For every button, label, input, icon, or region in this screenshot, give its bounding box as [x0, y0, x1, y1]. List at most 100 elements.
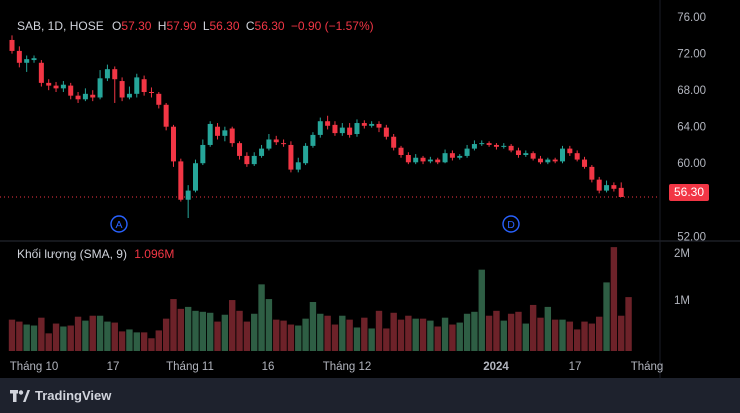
volume-bar: [45, 333, 52, 351]
volume-bar: [581, 321, 588, 351]
candle-body: [222, 130, 228, 136]
volume-bar: [162, 318, 170, 351]
volume-bar: [596, 316, 603, 351]
high-value: 57.90: [166, 19, 197, 33]
candle-body: [486, 143, 492, 145]
volume-bar: [265, 299, 273, 351]
volume-bar: [74, 316, 82, 351]
tradingview-brand[interactable]: TradingView: [10, 388, 111, 403]
volume-bar: [485, 315, 493, 351]
candle-body: [383, 127, 389, 137]
current-price-tag: 56.30: [669, 184, 709, 201]
candle-body: [413, 157, 419, 163]
volume-bar: [383, 328, 390, 351]
time-tick-label: Tháng 10: [10, 361, 59, 373]
candle-body: [523, 153, 529, 156]
candle-body: [596, 179, 602, 191]
event-marker-label: D: [507, 219, 515, 231]
volume-bar: [522, 323, 529, 351]
volume-bar: [353, 327, 361, 351]
volume-bar: [500, 320, 507, 351]
candle-body: [156, 93, 162, 105]
time-tick-label: 2024: [483, 361, 509, 373]
candle-body: [582, 159, 588, 167]
volume-bar: [559, 319, 566, 351]
high-label: H: [157, 19, 167, 33]
candle-body: [244, 155, 250, 165]
candle-body: [618, 187, 624, 197]
chart-panel[interactable]: 76.00 72.00 68.00 64.00 60.00 52.00 2M 1M Tháng …: [0, 0, 740, 378]
price-tick-label: 52.00: [677, 231, 706, 243]
volume-bar: [544, 306, 552, 351]
low-value: 56.30: [209, 19, 240, 33]
chart-canvas[interactable]: 76.00 72.00 68.00 64.00 60.00 52.00 2M 1M Tháng …: [0, 0, 740, 378]
candle-body: [560, 148, 565, 162]
time-tick-label: 17: [107, 361, 120, 373]
volume-bar: [206, 312, 214, 351]
candle-body: [170, 126, 176, 162]
candle-body: [574, 153, 580, 160]
candle-body: [178, 161, 184, 200]
candle-body: [53, 85, 59, 89]
candle-body: [471, 144, 477, 149]
candle-body: [501, 145, 507, 147]
candle-body: [148, 92, 154, 94]
volume-bar: [566, 321, 574, 351]
volume-bar: [368, 328, 375, 351]
price-tick-label: 60.00: [677, 158, 706, 170]
volume-bar: [192, 310, 199, 351]
candle-body: [310, 134, 316, 146]
candle-body: [200, 144, 206, 164]
candle-body: [237, 143, 243, 156]
candle-body: [259, 148, 265, 156]
candle-body: [112, 69, 118, 80]
change-value: −0.90 (−1.57%): [290, 19, 374, 33]
volume-bar: [133, 332, 140, 351]
candle-body: [354, 123, 360, 135]
symbol-label[interactable]: SAB, 1D, HOSE: [17, 19, 104, 33]
candle-body: [273, 139, 279, 143]
candle-body: [38, 62, 44, 83]
candle-body: [530, 153, 536, 159]
volume-bar: [375, 310, 383, 351]
candle-body: [68, 85, 74, 96]
candle-body: [24, 59, 30, 63]
volume-bar: [38, 317, 45, 351]
candle-body: [82, 93, 88, 100]
volume-bar: [397, 319, 405, 351]
candle-body: [97, 78, 103, 98]
candle-body: [435, 159, 441, 163]
volume-bar: [588, 323, 596, 351]
volume-bar: [603, 282, 610, 351]
volume-bar: [148, 338, 155, 351]
volume-bar: [184, 306, 192, 351]
candle-body: [545, 159, 551, 163]
close-value: 56.30: [254, 19, 285, 33]
time-tick-label: 17: [569, 361, 582, 373]
event-marker-d[interactable]: D: [502, 215, 520, 233]
volume-bar: [258, 284, 265, 351]
event-marker-a[interactable]: A: [110, 215, 128, 233]
volume-tick-label: 1M: [674, 295, 690, 307]
volume-bar: [331, 324, 339, 351]
candle-body: [347, 127, 353, 135]
candle-body: [479, 143, 485, 145]
volume-bar: [346, 319, 353, 351]
volume-bar: [140, 332, 148, 351]
volume-title[interactable]: Khối lượng (SMA, 9): [17, 247, 127, 261]
candle-body: [405, 155, 411, 163]
candle-body: [508, 145, 514, 151]
volume-value: 1.096M: [134, 247, 175, 261]
candle-body: [288, 144, 294, 170]
candle-body: [457, 155, 463, 158]
volume-bar: [493, 310, 500, 351]
volume-bar: [287, 324, 295, 351]
volume-bar: [471, 311, 478, 351]
price-tick-label: 76.00: [677, 12, 706, 24]
candle-body: [325, 121, 331, 126]
volume-bar: [199, 311, 207, 351]
close-label: C: [245, 19, 255, 33]
price-tick-label: 68.00: [677, 85, 706, 97]
candle-body: [60, 84, 66, 89]
price-tick-label: 72.00: [677, 49, 706, 61]
